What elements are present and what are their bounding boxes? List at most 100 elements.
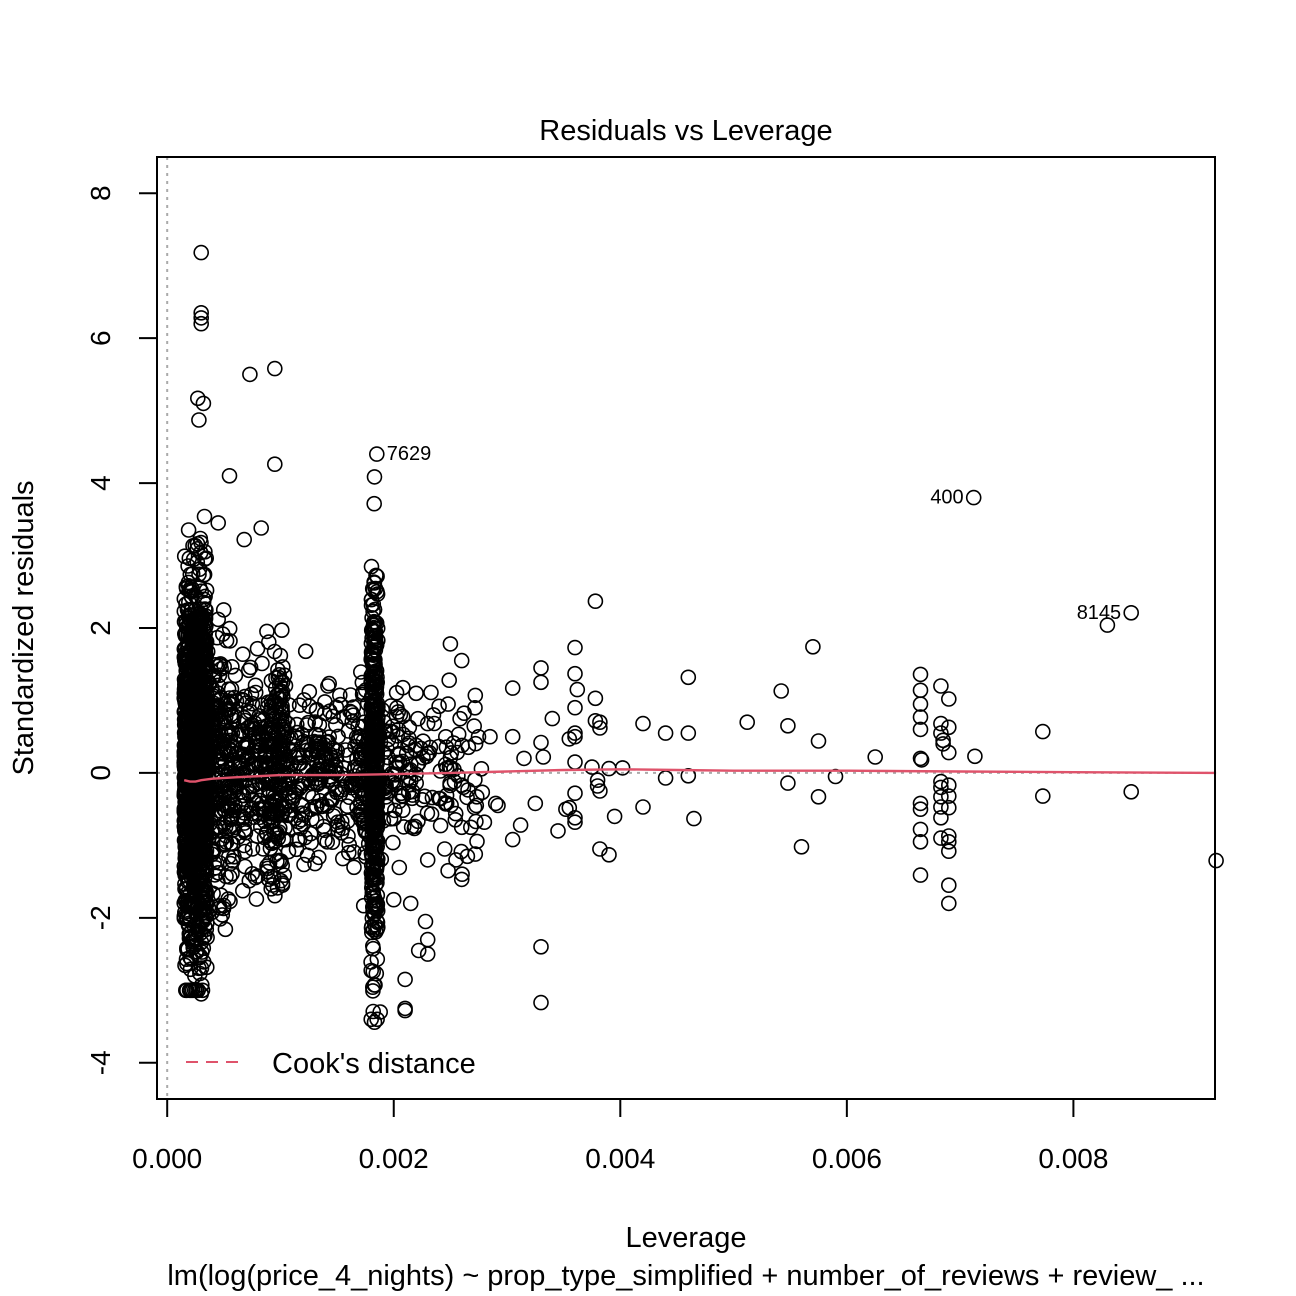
data-point	[366, 495, 383, 512]
data-point	[567, 665, 583, 682]
data-point	[261, 720, 278, 737]
data-point	[430, 738, 447, 755]
data-point	[912, 721, 929, 738]
data-point	[333, 824, 350, 841]
data-point	[569, 681, 586, 698]
y-tick-label: 8	[85, 185, 116, 201]
data-point	[200, 797, 216, 814]
y-tick-label: -2	[85, 905, 116, 930]
data-point	[368, 446, 385, 462]
data-point	[366, 623, 383, 640]
data-point	[469, 833, 485, 850]
data-point	[933, 788, 949, 805]
data-point	[178, 838, 195, 855]
data-point	[912, 833, 929, 850]
data-point	[365, 885, 382, 902]
data-point	[242, 659, 259, 676]
data-point	[243, 686, 260, 703]
data-point	[657, 725, 674, 741]
smooth-line	[183, 768, 1217, 783]
data-point	[780, 775, 796, 791]
data-point	[533, 994, 549, 1011]
data-point	[189, 535, 206, 552]
data-point	[466, 718, 483, 734]
data-point	[288, 841, 305, 858]
data-point	[320, 678, 336, 694]
data-point	[374, 702, 391, 718]
x-tick-label: 0.000	[132, 1143, 202, 1174]
data-point	[473, 760, 490, 777]
data-points	[176, 244, 1224, 1031]
data-point	[1099, 617, 1116, 633]
data-point	[340, 844, 357, 861]
data-point	[965, 489, 982, 506]
data-point	[440, 696, 456, 712]
data-point	[933, 773, 949, 790]
data-point	[204, 904, 220, 921]
data-point	[209, 658, 225, 675]
data-point	[236, 531, 252, 548]
data-point	[535, 749, 552, 765]
data-point	[291, 697, 308, 714]
data-point	[567, 809, 583, 826]
data-point	[205, 885, 221, 902]
data-point	[453, 819, 470, 836]
data-point	[614, 760, 631, 776]
data-point	[207, 859, 224, 876]
data-point	[397, 971, 413, 988]
data-point	[366, 613, 382, 630]
data-point	[331, 687, 348, 704]
data-point	[366, 906, 382, 923]
data-point	[468, 788, 485, 805]
data-point	[367, 977, 383, 993]
data-point	[327, 757, 344, 774]
data-point	[213, 690, 230, 706]
x-axis-title: Leverage	[626, 1222, 747, 1254]
data-point	[237, 843, 253, 860]
data-point	[215, 796, 231, 813]
data-point	[1208, 852, 1224, 869]
data-point	[933, 809, 949, 826]
data-point	[176, 744, 193, 761]
data-point	[467, 846, 484, 862]
data-point	[197, 601, 213, 617]
data-point	[303, 834, 319, 851]
data-point	[635, 799, 651, 815]
data-point	[247, 869, 264, 886]
data-point	[244, 695, 261, 712]
data-point	[179, 725, 195, 742]
data-point	[186, 871, 202, 888]
data-point	[274, 857, 291, 874]
data-point	[940, 799, 957, 816]
data-point	[504, 728, 521, 745]
data-point	[467, 699, 483, 716]
legend: Cook's distance	[186, 1048, 476, 1080]
data-point	[210, 685, 226, 701]
data-point	[312, 762, 328, 779]
data-point	[680, 725, 697, 741]
data-point	[426, 715, 443, 732]
cooks-distance-smooth	[183, 768, 1217, 783]
data-point	[282, 742, 299, 759]
plot-frame	[156, 156, 1216, 1100]
data-point	[224, 658, 240, 675]
data-point	[300, 714, 317, 731]
data-point	[940, 895, 957, 912]
data-point	[466, 799, 483, 816]
data-point	[370, 784, 387, 801]
data-point	[431, 698, 447, 715]
data-point	[195, 395, 212, 412]
data-point	[336, 709, 352, 725]
data-point	[176, 640, 193, 657]
data-point	[309, 755, 325, 771]
data-point	[299, 717, 315, 733]
data-point	[270, 662, 286, 678]
data-point	[410, 942, 427, 959]
data-point	[345, 699, 362, 715]
data-point	[364, 850, 381, 866]
data-point	[438, 795, 455, 812]
data-point	[410, 813, 426, 830]
data-point	[334, 850, 351, 867]
data-point	[367, 900, 384, 917]
data-point	[487, 795, 504, 812]
